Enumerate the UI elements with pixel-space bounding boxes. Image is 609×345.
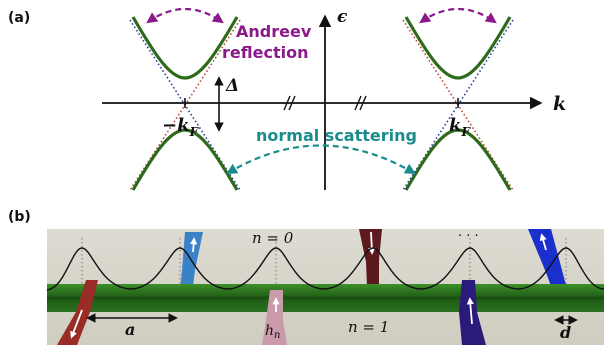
axis-break-left [283,95,296,111]
panel-b-label: (b) [8,209,31,225]
spin-arrow-up-4 [539,233,547,251]
spin-arrow-up-3 [466,297,474,325]
right-lower-branch [404,128,512,191]
width-label: d [560,323,571,342]
right-fermi-label: kF [449,115,471,139]
andreev-label-line1: Andreev [236,22,312,41]
n0-label: n = 0 [252,229,294,247]
right-dispersion: kF [402,16,514,191]
ellipsis-label: · · · [458,229,479,244]
spin-arrow-down-1 [70,309,83,339]
left-upper-branch [131,16,239,80]
k-axis-label: k [553,93,566,115]
n1-label: n = 1 [348,318,389,336]
axis-break-right [354,95,367,111]
andreev-arrow-left [146,7,224,24]
energy-axis-label: ϵ [337,7,348,27]
spins-front [57,280,486,345]
andreev-label-line2: reflection [222,43,308,62]
spin-red [57,280,98,345]
panel-a: (a) k ϵ −kF [8,7,566,191]
panel-b: (b) [8,209,605,345]
right-upper-branch [404,16,512,80]
panel-a-label: (a) [8,10,30,26]
gap-label: Δ [225,76,239,96]
potential-peaks [46,247,605,291]
normal-scattering-arrow [226,144,416,175]
left-fermi-label: −kF [162,115,200,139]
spin-indigo [459,280,486,345]
spin-pink [262,290,287,345]
spacing-label: a [125,320,135,339]
andreev-arrow-right [419,7,497,24]
spin-arrow-up-1 [190,237,198,253]
normal-scattering-label: normal scattering [256,126,417,145]
hn-label: hn [265,323,280,341]
left-lower-branch [131,128,239,191]
left-dispersion: −kF [129,16,241,191]
